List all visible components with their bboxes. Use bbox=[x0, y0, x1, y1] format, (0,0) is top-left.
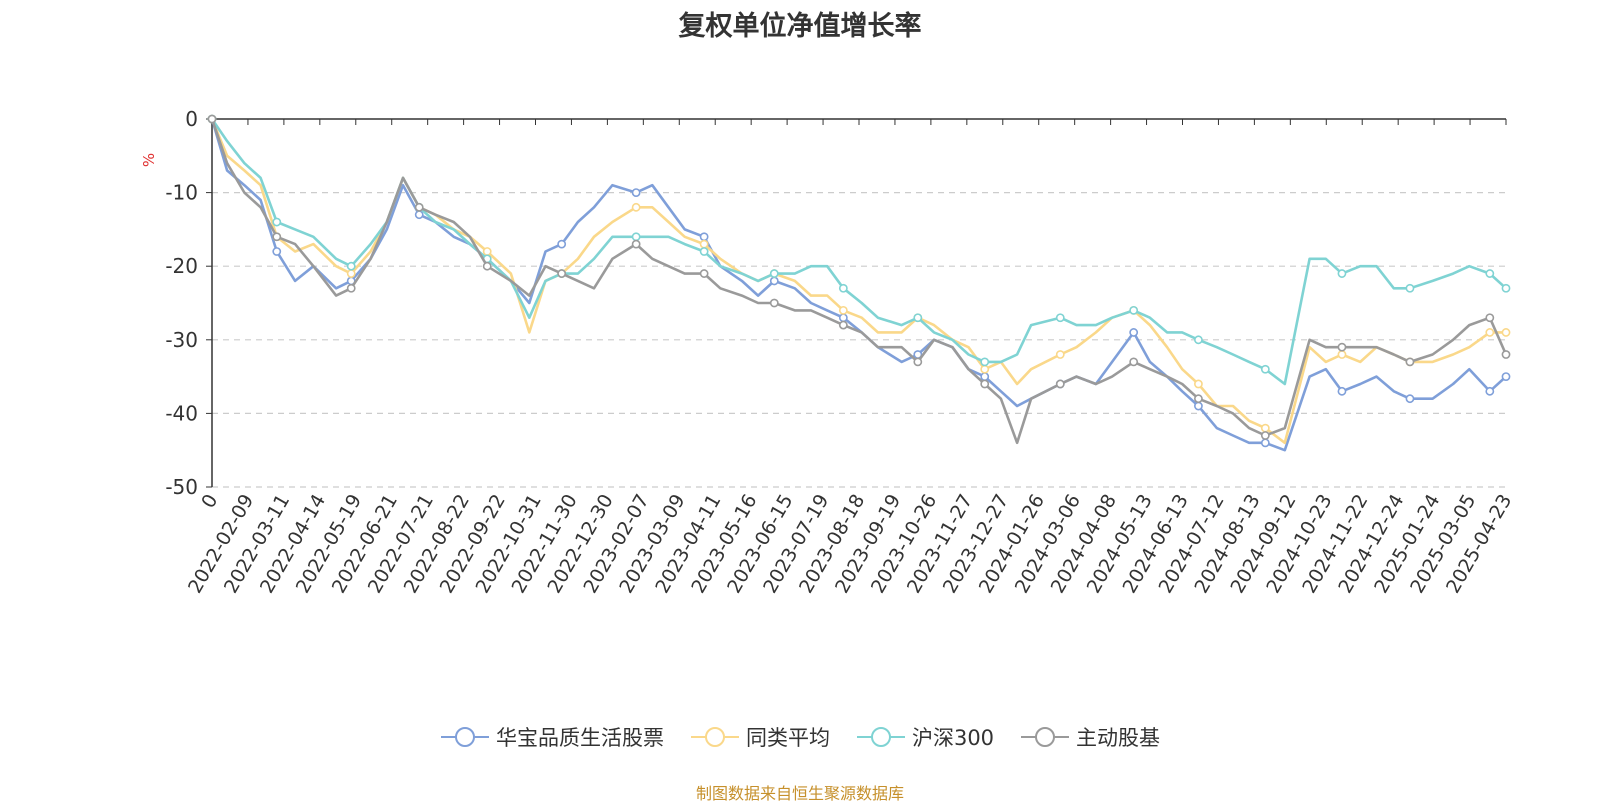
data-point bbox=[1501, 372, 1511, 381]
legend-label: 沪深300 bbox=[911, 726, 995, 750]
chart-title: 复权单位净值增长率 bbox=[678, 11, 922, 42]
legend-label: 主动股基 bbox=[1076, 726, 1161, 750]
data-point bbox=[1405, 283, 1415, 293]
data-point bbox=[1337, 269, 1347, 278]
data-point bbox=[838, 283, 848, 293]
data-point bbox=[980, 364, 990, 374]
data-point bbox=[1485, 386, 1495, 396]
data-point bbox=[346, 269, 356, 278]
data-point bbox=[1129, 357, 1139, 367]
series-line bbox=[210, 118, 1506, 445]
data-point bbox=[838, 313, 848, 323]
legend-marker-icon bbox=[1021, 727, 1070, 747]
grid-lines bbox=[212, 192, 1506, 488]
data-point bbox=[1501, 350, 1511, 359]
data-point bbox=[1337, 342, 1347, 352]
data-point bbox=[838, 305, 848, 315]
data-point bbox=[1260, 423, 1270, 433]
source-note: 制图数据来自恒生聚源数据库 bbox=[695, 784, 904, 803]
legend-item[interactable]: 主动股基 bbox=[1020, 722, 1160, 752]
data-point bbox=[1129, 305, 1139, 315]
legend-label: 同类平均 bbox=[745, 726, 830, 750]
y-tick-label: -20 bbox=[165, 254, 198, 278]
data-point bbox=[1405, 394, 1415, 404]
data-point bbox=[699, 269, 709, 278]
data-point bbox=[631, 239, 641, 249]
data-point bbox=[699, 247, 709, 256]
data-point bbox=[1485, 313, 1495, 323]
series-line bbox=[210, 118, 1507, 452]
data-point bbox=[631, 232, 641, 242]
data-point bbox=[1485, 328, 1495, 337]
data-point bbox=[769, 276, 779, 286]
x-tick-label: 0 bbox=[197, 491, 222, 512]
data-point bbox=[1194, 394, 1203, 404]
data-point bbox=[557, 269, 567, 278]
data-point bbox=[1129, 328, 1139, 337]
legend-marker-icon bbox=[440, 727, 489, 747]
data-point bbox=[482, 261, 492, 271]
legend: 华宝品质生活股票 同类平均 沪深300 主动股基 bbox=[0, 722, 1600, 752]
data-point bbox=[1337, 350, 1347, 359]
legend-marker-icon bbox=[690, 727, 739, 747]
data-point bbox=[1260, 438, 1270, 448]
data-point bbox=[272, 232, 282, 242]
data-point bbox=[631, 188, 641, 197]
series-line bbox=[210, 118, 1508, 445]
data-point bbox=[769, 298, 779, 308]
data-point bbox=[1194, 401, 1203, 411]
data-point bbox=[1337, 386, 1347, 396]
data-point bbox=[1260, 364, 1270, 374]
data-point bbox=[913, 313, 923, 323]
legend-label: 华宝品质生活股票 bbox=[495, 726, 664, 750]
y-tick-label: -50 bbox=[165, 475, 198, 499]
legend-item[interactable]: 华宝品质生活股票 bbox=[440, 722, 664, 752]
data-point bbox=[980, 357, 990, 367]
data-point bbox=[699, 232, 709, 242]
series-lines bbox=[207, 114, 1511, 452]
data-point bbox=[557, 239, 567, 249]
data-point bbox=[346, 261, 356, 271]
data-point bbox=[1501, 283, 1511, 293]
data-point bbox=[1501, 328, 1511, 337]
data-point bbox=[1055, 350, 1065, 359]
data-point bbox=[207, 114, 217, 124]
data-point bbox=[346, 283, 356, 293]
data-point bbox=[272, 247, 282, 256]
y-tick-label: -30 bbox=[165, 328, 198, 352]
data-point bbox=[1055, 379, 1065, 389]
data-point bbox=[980, 372, 990, 381]
line-chart: 0-10-20-30-40-5002022-02-092022-03-11202… bbox=[140, 107, 1516, 597]
data-point bbox=[631, 202, 641, 212]
legend-marker-icon bbox=[856, 727, 905, 747]
data-point bbox=[1260, 431, 1270, 440]
y-tick-label: -40 bbox=[165, 401, 198, 425]
data-point bbox=[1485, 269, 1495, 278]
y-tick-label: 0 bbox=[185, 107, 198, 131]
data-point bbox=[838, 320, 848, 330]
data-point bbox=[482, 247, 492, 256]
data-point bbox=[769, 269, 779, 278]
y-axis-label: % bbox=[140, 153, 158, 167]
series-line bbox=[210, 118, 1507, 386]
data-point bbox=[980, 379, 990, 389]
data-point bbox=[272, 217, 282, 227]
data-point bbox=[1405, 357, 1415, 367]
data-point bbox=[1055, 313, 1065, 323]
data-point bbox=[699, 239, 709, 249]
data-point bbox=[414, 202, 424, 212]
data-point bbox=[1194, 335, 1203, 345]
data-point bbox=[1194, 379, 1203, 389]
data-point bbox=[913, 357, 923, 367]
y-tick-label: -10 bbox=[165, 181, 198, 205]
legend-item[interactable]: 沪深300 bbox=[856, 722, 994, 752]
data-point bbox=[414, 210, 424, 220]
legend-item[interactable]: 同类平均 bbox=[690, 722, 830, 752]
